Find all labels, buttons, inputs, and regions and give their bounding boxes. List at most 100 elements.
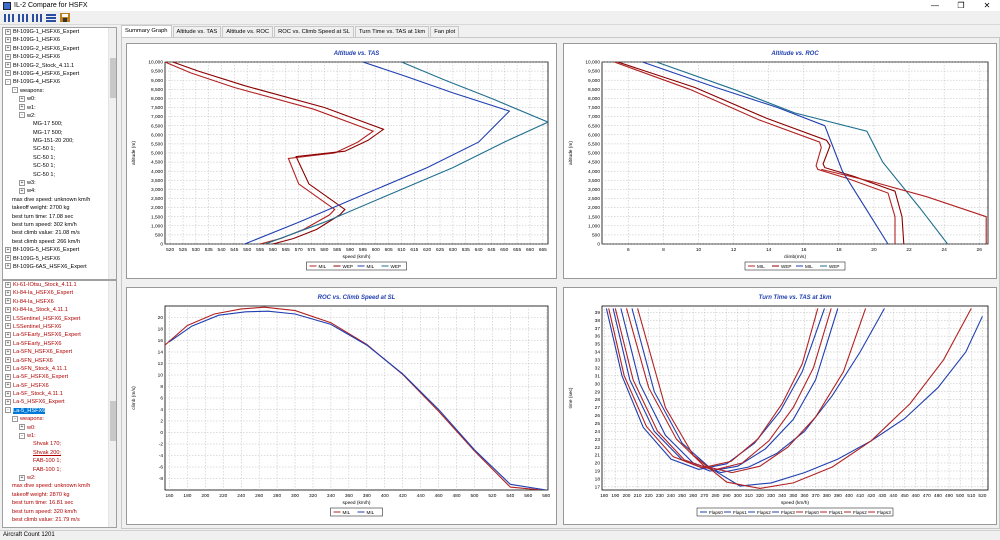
expand-icon[interactable]: + — [5, 373, 11, 380]
tree-item[interactable]: SC-50 1; — [3, 154, 116, 162]
tree-item[interactable]: SC-50 1; — [3, 162, 116, 170]
tree-item[interactable]: - w1: — [3, 432, 116, 440]
row-view-button[interactable] — [44, 12, 57, 23]
minimize-button[interactable]: — — [931, 1, 939, 10]
expand-icon[interactable]: + — [19, 179, 25, 186]
expand-icon[interactable]: + — [5, 315, 11, 322]
tree-item[interactable]: + Bf-109G-2_HSFX6_Expert — [3, 45, 116, 53]
tree-item[interactable]: + La-5_HSFX6_Expert — [3, 398, 116, 406]
expand-icon[interactable]: + — [5, 348, 11, 355]
expand-icon[interactable]: + — [5, 289, 11, 296]
tree-item[interactable]: + Bf-109G-6AS_HSFX6_Expert — [3, 263, 116, 271]
tree-item[interactable]: best turn time: 17.08 sec — [3, 213, 116, 221]
tree-item[interactable]: + Bf-109G-4_HSFX6_Expert — [3, 70, 116, 78]
collapse-icon[interactable]: - — [5, 407, 11, 414]
tree-item[interactable]: Shvak 200; — [3, 449, 116, 457]
tree-item[interactable]: + w3: — [3, 179, 116, 187]
tab-altitude-vs-tas[interactable]: Altitude vs. TAS — [172, 26, 222, 37]
save-button[interactable] — [58, 12, 71, 23]
aircraft-tree-bottom[interactable]: + Ki-61-IOtsu_Stock_4.11.1 + Ki-84-Ia_HSFX6… — [2, 280, 117, 528]
expand-icon[interactable]: + — [5, 263, 11, 270]
expand-icon[interactable]: + — [19, 95, 25, 102]
tree-item[interactable]: + LSSentinel_HSFX6 — [3, 323, 116, 331]
tree-item[interactable]: + La-5FN_HSFX6_Expert — [3, 348, 116, 356]
tree-item[interactable]: MG-17 500; — [3, 120, 116, 128]
tree-item[interactable]: takeoff weight: 2870 kg — [3, 491, 116, 499]
tree-item[interactable]: SC-50 1; — [3, 145, 116, 153]
tree-item[interactable]: + Bf-109G-2_Stock_4.11.1 — [3, 62, 116, 70]
aircraft-tree-top[interactable]: + Bf-109G-1_HSFX6_Expert + Bf-109G-1_HSFX6 +… — [2, 27, 117, 280]
tree-item[interactable]: + La-5F_HSFX6 — [3, 382, 116, 390]
expand-icon[interactable]: + — [5, 306, 11, 313]
expand-icon[interactable]: + — [5, 28, 11, 35]
collapse-icon[interactable]: - — [19, 432, 25, 439]
column-view-1-button[interactable] — [2, 12, 15, 23]
expand-icon[interactable]: + — [5, 298, 11, 305]
tree-item[interactable]: SC-50 1; — [3, 171, 116, 179]
expand-icon[interactable]: + — [5, 62, 11, 69]
expand-icon[interactable]: + — [5, 340, 11, 347]
expand-icon[interactable]: + — [5, 382, 11, 389]
tree-item[interactable]: + Ki-84-Ia_HSFX6_Expert — [3, 289, 116, 297]
tree-item[interactable]: best turn time: 16.81 sec — [3, 499, 116, 507]
tree-item[interactable]: - Bf-109G-4_HSFX6 — [3, 78, 116, 86]
tree-item[interactable]: FAB-100 1; — [3, 457, 116, 465]
expand-icon[interactable]: + — [5, 36, 11, 43]
tree-item[interactable]: FAB-100 1; — [3, 466, 116, 474]
tree-item[interactable]: + Bf-109G-2_HSFX6 — [3, 53, 116, 61]
collapse-icon[interactable]: - — [19, 112, 25, 119]
expand-icon[interactable]: + — [19, 104, 25, 111]
tab-altitude-vs-roc[interactable]: Altitude vs. ROC — [222, 26, 274, 37]
expand-icon[interactable]: + — [5, 398, 11, 405]
collapse-icon[interactable]: - — [5, 78, 11, 85]
expand-icon[interactable]: + — [5, 331, 11, 338]
tab-summary-graph[interactable]: Summary Graph — [121, 25, 172, 37]
tree-top-scrollbar[interactable] — [108, 28, 116, 279]
tree-item[interactable]: - weapons: — [3, 87, 116, 95]
tree-item[interactable]: + LSSentinel_HSFX6_Expert — [3, 315, 116, 323]
collapse-icon[interactable]: - — [12, 87, 18, 94]
tree-bottom-scrollbar[interactable] — [108, 281, 116, 527]
tree-item[interactable]: max dive speed: unknown km/h — [3, 482, 116, 490]
tree-item[interactable]: + Ki-84-Ia_HSFX6 — [3, 298, 116, 306]
tree-item[interactable]: + La-5F_Stock_4.11.1 — [3, 390, 116, 398]
expand-icon[interactable]: + — [5, 281, 11, 288]
tree-item[interactable]: takeoff weight: 2700 kg — [3, 204, 116, 212]
restore-button[interactable]: ❐ — [957, 1, 965, 10]
expand-icon[interactable]: + — [5, 323, 11, 330]
expand-icon[interactable]: + — [5, 246, 11, 253]
tree-item[interactable]: + Ki-84-Ia_Stock_4.11.1 — [3, 306, 116, 314]
tab-roc-vs-climb-speed-at-sl[interactable]: ROC vs. Climb Speed at SL — [274, 26, 354, 37]
expand-icon[interactable]: + — [5, 390, 11, 397]
tree-item[interactable]: MG-17 500; — [3, 129, 116, 137]
expand-icon[interactable]: + — [5, 255, 11, 262]
tree-item[interactable]: + Bf-109G-5_HSFX6_Expert — [3, 246, 116, 254]
tree-item[interactable]: + Ki-61-IOtsu_Stock_4.11.1 — [3, 281, 116, 289]
tree-item[interactable]: + w2: — [3, 474, 116, 482]
tree-item[interactable]: best climb speed: 266 km/h — [3, 238, 116, 246]
tree-item[interactable]: max dive speed: unknown km/h — [3, 196, 116, 204]
tree-item[interactable]: + Bf-109G-1_HSFX6_Expert — [3, 28, 116, 36]
expand-icon[interactable]: + — [5, 45, 11, 52]
tree-item[interactable]: + La-5FEarly_HSFX6 — [3, 340, 116, 348]
tree-item[interactable]: best climb value: 21.08 m/s — [3, 229, 116, 237]
expand-icon[interactable]: + — [19, 187, 25, 194]
tree-item[interactable]: MG-151-20 200; — [3, 137, 116, 145]
tree-item[interactable]: Shvak 170; — [3, 440, 116, 448]
tab-turn-time-vs-tas-at-1km[interactable]: Turn Time vs. TAS at 1km — [354, 26, 430, 37]
tree-item[interactable]: + Bf-109G-1_HSFX6 — [3, 36, 116, 44]
tree-item[interactable]: best turn speed: 320 km/h — [3, 508, 116, 516]
collapse-icon[interactable]: - — [12, 415, 18, 422]
expand-icon[interactable]: + — [19, 474, 25, 481]
expand-icon[interactable]: + — [5, 70, 11, 77]
column-view-3-button[interactable] — [30, 12, 43, 23]
expand-icon[interactable]: + — [5, 53, 11, 60]
tree-item[interactable]: + Bf-109G-5_HSFX6 — [3, 255, 116, 263]
tree-item[interactable]: best turn speed: 302 km/h — [3, 221, 116, 229]
column-view-2-button[interactable] — [16, 12, 29, 23]
tree-item[interactable]: + w1: — [3, 104, 116, 112]
tree-item[interactable]: - weapons: — [3, 415, 116, 423]
expand-icon[interactable]: + — [19, 424, 25, 431]
tree-item[interactable]: - La-5_HSFX6 — [3, 407, 116, 415]
tree-item[interactable]: + w4: — [3, 187, 116, 195]
